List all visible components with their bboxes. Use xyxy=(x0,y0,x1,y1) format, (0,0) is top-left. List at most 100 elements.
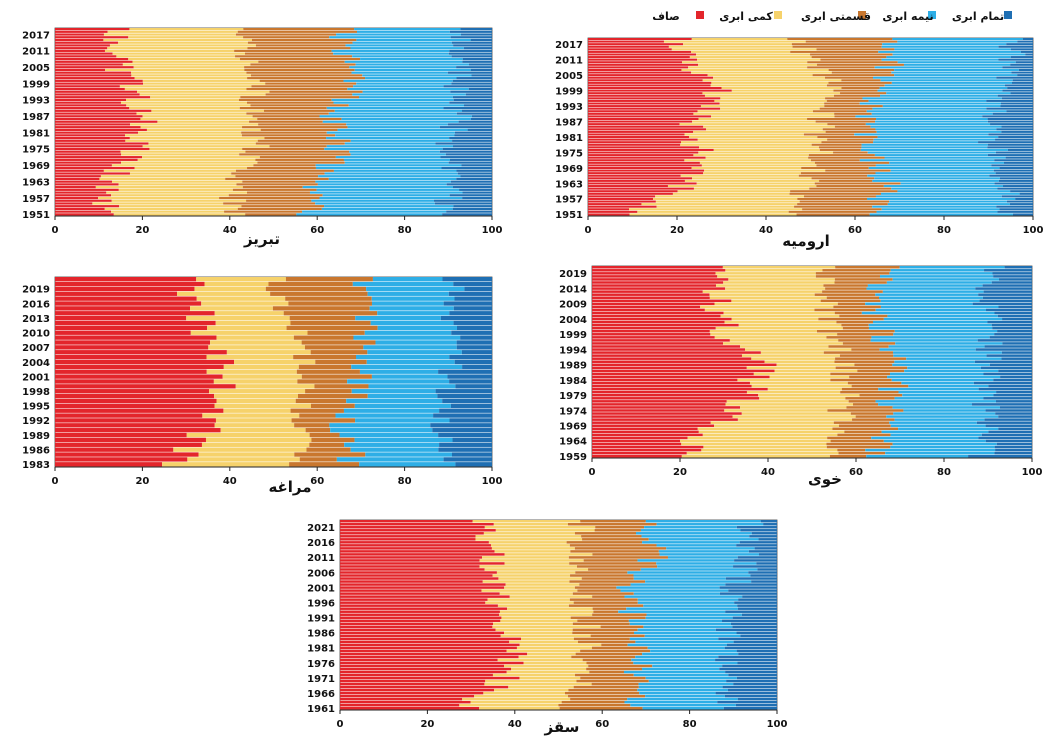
bar-segment-maragheh-1986-2 xyxy=(173,447,307,452)
bar-segment-urmia-1994-2 xyxy=(719,102,825,105)
bar-segment-saqqez-2014-2 xyxy=(491,547,575,550)
bar-segment-khoy-2016-5 xyxy=(991,281,1032,284)
chart-panels: 2017201120051999199319871981197519691963… xyxy=(22,27,1043,736)
bar-segment-urmia-1983-5 xyxy=(1001,130,1033,133)
bar-segment-urmia-1969-4 xyxy=(868,166,1000,170)
bar-segment-urmia-2003-3 xyxy=(841,79,881,82)
bar-segment-urmia-1962-5 xyxy=(1003,185,1033,188)
bar-segment-urmia-2005-5 xyxy=(1017,74,1033,77)
bar-segment-tabriz-2004-4 xyxy=(354,68,471,72)
bar-segment-tabriz-2017-1 xyxy=(55,33,104,36)
bar-segment-khoy-1963-3 xyxy=(826,442,893,446)
bar-segment-saqqez-1991-1 xyxy=(340,616,502,619)
bar-segment-urmia-1964-2 xyxy=(684,179,820,182)
bar-segment-saqqez-1968-4 xyxy=(638,685,723,689)
bar-segment-tabriz-1996-2 xyxy=(137,90,270,93)
bar-segment-saqqez-1989-4 xyxy=(629,622,731,626)
bar-segment-saqqez-2001-2 xyxy=(504,586,575,589)
bar-segment-khoy-2017-3 xyxy=(834,278,893,281)
bar-segment-urmia-2004-4 xyxy=(873,76,997,79)
bar-segment-khoy-1991-4 xyxy=(906,357,1002,360)
bar-segment-urmia-1974-3 xyxy=(808,154,875,157)
bar-segment-khoy-1959-1 xyxy=(592,454,682,458)
bar-segment-saqqez-2008-3 xyxy=(577,565,658,568)
bar-segment-tabriz-1994-4 xyxy=(359,96,453,99)
bar-segment-khoy-1997-4 xyxy=(870,339,978,342)
bar-segment-khoy-2014-5 xyxy=(975,287,1032,290)
bar-segment-khoy-1995-4 xyxy=(888,345,985,348)
bar-segment-urmia-1987-2 xyxy=(692,120,816,123)
bar-segment-saqqez-1983-1 xyxy=(340,640,510,644)
bar-segment-urmia-1979-5 xyxy=(978,141,1033,144)
bar-segment-urmia-1971-2 xyxy=(699,161,815,164)
bar-segment-urmia-1956-4 xyxy=(889,200,1007,203)
bar-segment-maragheh-2011-2 xyxy=(207,325,287,331)
bar-segment-khoy-2003-1 xyxy=(592,320,725,324)
bar-segment-urmia-1997-1 xyxy=(588,94,705,97)
bar-segment-maragheh-2015-2 xyxy=(190,306,273,311)
bar-segment-saqqez-1970-1 xyxy=(340,679,486,683)
legend-label-4: نیمه ابری xyxy=(882,10,933,23)
bar-segment-saqqez-1986-3 xyxy=(572,631,634,635)
bar-segment-saqqez-2023-3 xyxy=(580,520,646,523)
bar-segment-maragheh-1997-3 xyxy=(298,393,368,399)
bar-segment-tabriz-2016-5 xyxy=(450,36,492,39)
bar-segment-maragheh-1983-2 xyxy=(162,462,290,467)
bar-segment-khoy-1970-1 xyxy=(592,421,711,424)
bar-segment-khoy-1966-2 xyxy=(702,433,838,437)
bar-segment-tabriz-2010-1 xyxy=(55,52,113,55)
bar-segment-khoy-1990-3 xyxy=(834,360,895,363)
bar-segment-saqqez-2019-4 xyxy=(636,532,752,535)
bar-segment-tabriz-2019-4 xyxy=(354,28,461,31)
bar-segment-urmia-2008-5 xyxy=(1002,66,1033,69)
bar-segment-urmia-1988-2 xyxy=(698,117,808,120)
bar-segment-urmia-1955-3 xyxy=(797,203,888,206)
bar-segment-saqqez-1982-5 xyxy=(726,643,777,647)
bar-segment-urmia-1977-4 xyxy=(861,146,988,149)
bar-segment-tabriz-2016-2 xyxy=(128,36,244,39)
bar-segment-urmia-1997-4 xyxy=(880,94,998,97)
bar-segment-tabriz-1982-2 xyxy=(146,128,261,131)
y-tick-label: 1971 xyxy=(307,674,335,685)
bar-segment-tabriz-2019-3 xyxy=(243,28,355,31)
bar-segment-tabriz-1981-1 xyxy=(55,131,139,134)
bar-segment-maragheh-2001-2 xyxy=(222,374,302,379)
bar-segment-urmia-1989-2 xyxy=(711,115,835,118)
bar-segment-tabriz-1982-4 xyxy=(337,128,468,131)
bar-segment-maragheh-2016-4 xyxy=(371,301,444,306)
bar-segment-khoy-2000-1 xyxy=(592,330,710,333)
bar-segment-khoy-1981-2 xyxy=(767,387,842,391)
bar-segment-maragheh-1986-1 xyxy=(55,447,174,452)
bar-segment-urmia-2009-2 xyxy=(698,63,818,66)
bar-segment-urmia-1968-1 xyxy=(588,169,705,172)
bar-segment-urmia-2006-2 xyxy=(691,71,832,74)
bar-segment-urmia-1978-4 xyxy=(861,143,988,146)
bar-segment-urmia-1999-4 xyxy=(877,89,1003,92)
bar-segment-saqqez-1988-1 xyxy=(340,625,493,629)
bar-segment-tabriz-1965-1 xyxy=(55,175,101,178)
bar-segment-saqqez-2012-2 xyxy=(504,553,593,556)
bar-segment-urmia-2011-5 xyxy=(998,58,1033,61)
bar-segment-urmia-2011-3 xyxy=(820,58,882,61)
bar-segment-khoy-1995-5 xyxy=(984,345,1032,348)
bar-segment-urmia-1986-4 xyxy=(865,123,991,126)
bar-segment-saqqez-2004-5 xyxy=(725,577,777,580)
bar-segment-tabriz-1966-1 xyxy=(55,172,130,175)
bar-segment-saqqez-1985-2 xyxy=(500,634,591,638)
bar-segment-tabriz-1958-4 xyxy=(322,194,450,197)
bar-segment-khoy-1985-5 xyxy=(1000,375,1032,379)
bar-segment-saqqez-1976-5 xyxy=(737,661,777,665)
bar-segment-maragheh-2020-2 xyxy=(204,281,269,287)
bar-segment-tabriz-1978-5 xyxy=(452,139,492,142)
bar-segment-saqqez-1991-4 xyxy=(645,616,733,619)
bar-segment-saqqez-1971-4 xyxy=(645,676,737,680)
bar-segment-urmia-2014-4 xyxy=(878,50,1021,53)
bar-segment-saqqez-2020-5 xyxy=(740,529,777,532)
bar-segment-urmia-2007-2 xyxy=(681,68,829,71)
bar-segment-saqqez-1970-4 xyxy=(648,679,727,683)
bar-segment-maragheh-1984-1 xyxy=(55,457,188,462)
bar-segment-maragheh-1998-4 xyxy=(351,389,436,394)
bar-segment-saqqez-1967-2 xyxy=(494,688,569,692)
bar-segment-maragheh-1990-1 xyxy=(55,428,221,433)
bar-segment-saqqez-1983-5 xyxy=(733,640,777,644)
